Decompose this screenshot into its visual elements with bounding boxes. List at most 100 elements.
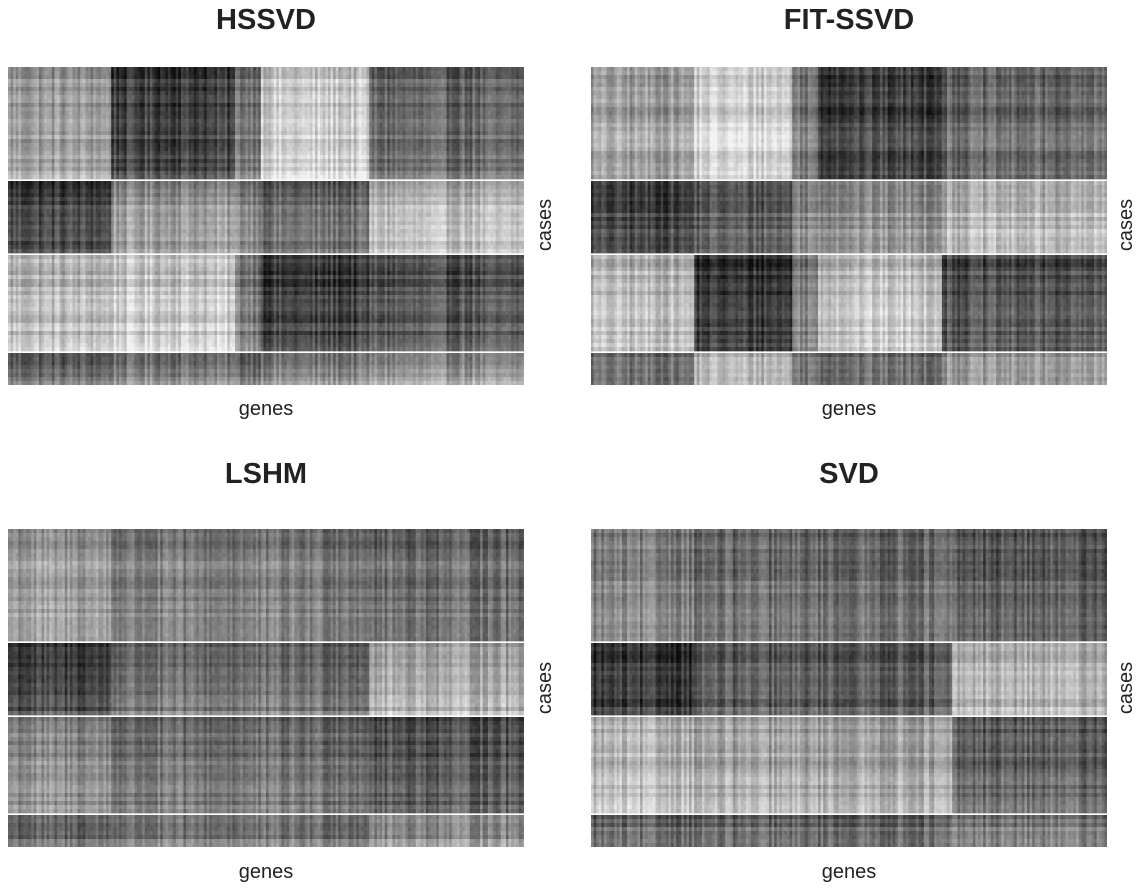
heatmap-cell bbox=[447, 139, 450, 143]
heatmap-cell bbox=[297, 119, 300, 123]
heatmap-cell bbox=[73, 107, 76, 111]
heatmap-cell bbox=[405, 123, 408, 127]
heatmap-cell bbox=[26, 163, 29, 167]
heatmap-cell bbox=[209, 143, 212, 147]
heatmap-cell bbox=[511, 127, 514, 131]
heatmap-cell bbox=[374, 83, 377, 87]
heatmap-cell bbox=[364, 99, 367, 103]
heatmap-cell bbox=[449, 139, 452, 143]
heatmap-cell bbox=[331, 143, 334, 147]
heatmap-cell bbox=[67, 115, 70, 119]
heatmap-cell bbox=[470, 123, 473, 127]
heatmap-cell bbox=[78, 83, 81, 87]
heatmap-cell bbox=[274, 95, 277, 99]
heatmap-cell bbox=[212, 143, 215, 147]
heatmap-cell bbox=[457, 127, 460, 131]
heatmap-cell bbox=[462, 119, 465, 123]
heatmap-cell bbox=[439, 91, 442, 95]
heatmap-cell bbox=[333, 99, 336, 103]
heatmap-cell bbox=[119, 163, 122, 167]
heatmap-cell bbox=[168, 75, 171, 79]
heatmap-cell bbox=[356, 159, 359, 163]
heatmap-cell bbox=[155, 131, 158, 135]
heatmap-cell bbox=[256, 119, 259, 123]
heatmap-cell bbox=[367, 123, 370, 127]
heatmap-cell bbox=[403, 67, 406, 71]
heatmap-cell bbox=[253, 111, 256, 115]
heatmap-cell bbox=[152, 147, 155, 151]
heatmap-cell bbox=[331, 99, 334, 103]
heatmap-cell bbox=[34, 75, 37, 79]
heatmap-cell bbox=[34, 79, 37, 83]
heatmap-cell bbox=[380, 139, 383, 143]
heatmap-cell bbox=[387, 163, 390, 167]
heatmap-cell bbox=[49, 139, 52, 143]
heatmap-cell bbox=[279, 87, 282, 91]
heatmap-cell bbox=[503, 131, 506, 135]
heatmap-cell bbox=[271, 91, 274, 95]
heatmap-cell bbox=[478, 163, 481, 167]
heatmap-cell bbox=[147, 123, 150, 127]
heatmap-cell bbox=[274, 75, 277, 79]
heatmap-cell bbox=[31, 95, 34, 99]
heatmap-cell bbox=[176, 71, 179, 75]
heatmap-cell bbox=[470, 107, 473, 111]
heatmap-cell bbox=[506, 119, 509, 123]
heatmap-cell bbox=[410, 139, 413, 143]
heatmap-cell bbox=[42, 115, 45, 119]
heatmap-cell bbox=[305, 155, 308, 159]
heatmap-cell bbox=[439, 95, 442, 99]
heatmap-cell bbox=[163, 71, 166, 75]
heatmap-cell bbox=[449, 159, 452, 163]
heatmap-cell bbox=[150, 71, 153, 75]
heatmap-cell bbox=[416, 75, 419, 79]
heatmap-cell bbox=[29, 155, 32, 159]
heatmap-cell bbox=[101, 119, 104, 123]
heatmap-cell bbox=[101, 127, 104, 131]
heatmap-cell bbox=[160, 115, 163, 119]
heatmap-cell bbox=[44, 127, 47, 131]
heatmap-cell bbox=[457, 75, 460, 79]
heatmap-cell bbox=[490, 139, 493, 143]
heatmap-cell bbox=[452, 135, 455, 139]
heatmap-cell bbox=[266, 83, 269, 87]
heatmap-cell bbox=[429, 115, 432, 119]
heatmap-cell bbox=[127, 147, 130, 151]
heatmap-cell bbox=[248, 87, 251, 91]
heatmap-cell bbox=[23, 75, 26, 79]
heatmap-cell bbox=[256, 147, 259, 151]
heatmap-cell bbox=[333, 87, 336, 91]
heatmap-cell bbox=[212, 155, 215, 159]
heatmap-cell bbox=[47, 127, 50, 131]
heatmap-cell bbox=[514, 147, 517, 151]
heatmap-cell bbox=[421, 71, 424, 75]
heatmap-cell bbox=[338, 155, 341, 159]
heatmap-cell bbox=[490, 95, 493, 99]
heatmap-cell bbox=[320, 115, 323, 119]
heatmap-cell bbox=[398, 139, 401, 143]
heatmap-cell bbox=[336, 123, 339, 127]
heatmap-cell bbox=[140, 151, 143, 155]
panel-title: HSSVD bbox=[8, 4, 524, 40]
heatmap-cell bbox=[403, 131, 406, 135]
heatmap-cell bbox=[57, 155, 60, 159]
heatmap-cell bbox=[418, 75, 421, 79]
heatmap-cell bbox=[509, 119, 512, 123]
heatmap-cell bbox=[245, 135, 248, 139]
heatmap-cell bbox=[165, 123, 168, 127]
heatmap-cell bbox=[421, 75, 424, 79]
heatmap-cell bbox=[431, 163, 434, 167]
heatmap-cell bbox=[212, 95, 215, 99]
heatmap-cell bbox=[31, 155, 34, 159]
heatmap-cell bbox=[31, 143, 34, 147]
heatmap-cell bbox=[287, 99, 290, 103]
heatmap-cell bbox=[16, 143, 19, 147]
heatmap-cell bbox=[217, 135, 220, 139]
heatmap-cell bbox=[235, 99, 238, 103]
heatmap-cell bbox=[96, 163, 99, 167]
heatmap-cell bbox=[253, 127, 256, 131]
heatmap-cell bbox=[127, 131, 130, 135]
heatmap-cell bbox=[266, 75, 269, 79]
heatmap-cell bbox=[85, 83, 88, 87]
heatmap-cell bbox=[441, 159, 444, 163]
